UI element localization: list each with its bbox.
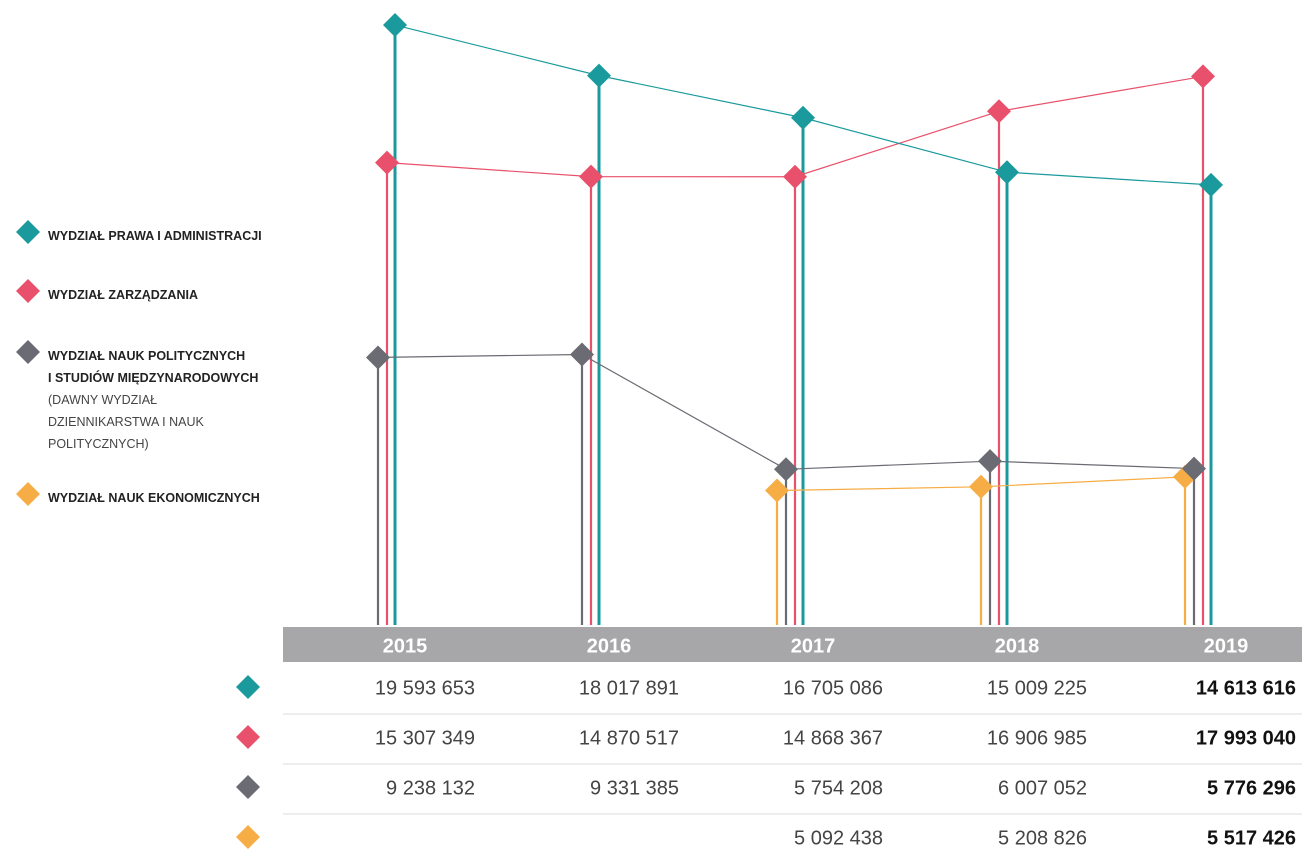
legend-entry: WYDZIAŁ NAUK EKONOMICZNYCH <box>48 487 260 509</box>
marker <box>783 164 807 189</box>
legend-entry: WYDZIAŁ ZARZĄDZANIA <box>48 284 198 306</box>
marker <box>978 449 1002 474</box>
table-header <box>283 627 1302 662</box>
value-cell: 18 017 891 <box>579 677 679 699</box>
row-marker <box>236 775 260 799</box>
legend-label: WYDZIAŁ NAUK POLITYCZNYCH I STUDIÓW MIĘD… <box>48 349 259 385</box>
value-cell: 5 754 208 <box>794 777 883 799</box>
value-cell: 15 307 349 <box>375 727 475 749</box>
legend-note: (DAWNY WYDZIAŁ DZIENNIKARSTWA I NAUK POL… <box>48 393 204 451</box>
value-cell: 14 613 616 <box>1196 677 1296 699</box>
marker <box>765 478 789 503</box>
value-cell: 16 705 086 <box>783 677 883 699</box>
year-label: 2016 <box>587 635 632 657</box>
value-cell: 5 517 426 <box>1207 827 1296 849</box>
value-cell: 9 331 385 <box>590 777 679 799</box>
marker <box>969 474 993 499</box>
marker <box>987 99 1011 124</box>
value-cell: 16 906 985 <box>987 727 1087 749</box>
marker <box>570 342 594 367</box>
marker <box>1199 172 1223 197</box>
value-cell: 9 238 132 <box>386 777 475 799</box>
marker <box>383 13 407 38</box>
marker <box>791 105 815 130</box>
legend-label: WYDZIAŁ PRAWA I ADMINISTRACJI <box>48 229 262 243</box>
marker <box>366 345 390 370</box>
marker <box>579 164 603 189</box>
series-line <box>377 353 1195 470</box>
marker <box>375 150 399 175</box>
marker <box>995 160 1019 185</box>
row-marker <box>236 825 260 849</box>
year-label: 2018 <box>995 635 1040 657</box>
legend-marker <box>16 482 40 506</box>
legend-label: WYDZIAŁ NAUK EKONOMICZNYCH <box>48 491 260 505</box>
marker <box>1191 64 1215 89</box>
value-cell: 14 870 517 <box>579 727 679 749</box>
legend-entry: WYDZIAŁ NAUK POLITYCZNYCH I STUDIÓW MIĘD… <box>48 345 258 455</box>
value-cell: 17 993 040 <box>1196 727 1296 749</box>
value-cell: 6 007 052 <box>998 777 1087 799</box>
year-label: 2015 <box>383 635 428 657</box>
value-cell: 5 092 438 <box>794 827 883 849</box>
year-label: 2019 <box>1204 635 1249 657</box>
value-cell: 14 868 367 <box>783 727 883 749</box>
row-marker <box>236 725 260 749</box>
year-label: 2017 <box>791 635 836 657</box>
legend-marker <box>16 279 40 303</box>
marker <box>774 457 798 482</box>
legend-marker <box>16 220 40 244</box>
legend-marker <box>16 340 40 364</box>
marker <box>587 63 611 88</box>
value-cell: 5 208 826 <box>998 827 1087 849</box>
row-marker <box>236 675 260 699</box>
marker <box>1182 456 1206 481</box>
series-line <box>386 75 1204 178</box>
value-cell: 5 776 296 <box>1207 777 1296 799</box>
value-cell: 15 009 225 <box>987 677 1087 699</box>
value-cell: 19 593 653 <box>375 677 475 699</box>
legend-entry: WYDZIAŁ PRAWA I ADMINISTRACJI <box>48 225 262 247</box>
legend-label: WYDZIAŁ ZARZĄDZANIA <box>48 288 198 302</box>
